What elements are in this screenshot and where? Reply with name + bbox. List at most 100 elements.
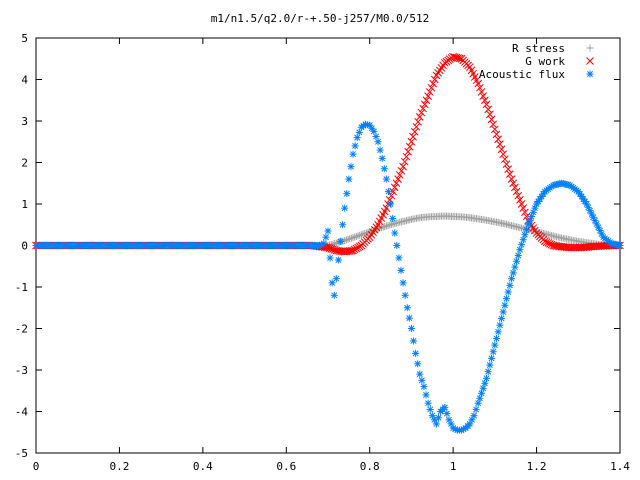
x-tick-label: 0.6 — [276, 460, 296, 473]
y-tick-label: 5 — [21, 32, 28, 45]
data-point — [479, 92, 488, 100]
data-point — [511, 263, 519, 271]
data-point — [384, 188, 392, 196]
data-point — [488, 354, 496, 362]
data-point — [322, 233, 330, 241]
axis-ticks: 0 0.2 0.4 0.6 0.8 1 1.2 1.4 5 4 3 2 1 0 -1 -2 -3 -4 -5 — [15, 32, 631, 473]
data-point — [387, 191, 396, 200]
data-point — [392, 179, 401, 188]
x-tick-label: 0 — [33, 460, 40, 473]
data-point — [399, 162, 407, 171]
data-point — [347, 234, 355, 242]
data-point — [378, 154, 386, 162]
data-point — [518, 241, 526, 249]
data-point — [395, 254, 403, 262]
data-point — [509, 179, 518, 188]
data-point — [349, 234, 357, 242]
y-tick-label: 3 — [21, 115, 28, 128]
data-point — [472, 405, 480, 413]
data-point — [389, 215, 397, 223]
data-point — [441, 403, 449, 411]
data-point — [425, 88, 434, 96]
data-point — [395, 171, 404, 179]
data-point — [480, 96, 489, 105]
data-point — [516, 246, 524, 254]
series-acoustic-flux — [32, 120, 624, 434]
x-tick-label: 1.2 — [527, 460, 547, 473]
data-point — [422, 96, 431, 105]
data-point — [320, 239, 328, 247]
data-point — [418, 376, 426, 384]
data-point — [344, 235, 352, 243]
x-tick-label: 0.8 — [360, 460, 380, 473]
data-point — [376, 146, 384, 154]
data-point — [511, 183, 519, 192]
data-point — [422, 391, 430, 399]
data-point — [347, 163, 355, 171]
data-point — [332, 275, 340, 283]
data-point — [517, 200, 526, 208]
y-tick-label: 1 — [21, 198, 28, 211]
data-point — [521, 208, 529, 217]
data-point — [407, 325, 415, 332]
data-point — [443, 410, 451, 418]
data-point — [404, 147, 412, 156]
data-point — [343, 190, 351, 198]
data-point — [424, 92, 432, 100]
data-point — [504, 165, 513, 173]
data-point — [337, 237, 345, 245]
data-point — [478, 389, 486, 397]
data-point — [405, 142, 414, 151]
data-point — [483, 374, 491, 382]
data-point — [489, 120, 498, 129]
data-point — [426, 405, 434, 413]
data-point — [417, 108, 426, 117]
data-point — [501, 155, 509, 164]
data-point — [482, 100, 491, 109]
data-point — [508, 275, 516, 283]
data-point — [491, 125, 499, 134]
chart-title: m1/n1.5/q2.0/r-+.50-j257/M0.0/512 — [211, 12, 430, 25]
data-point — [419, 104, 427, 113]
data-point — [514, 251, 522, 259]
data-point — [497, 145, 506, 154]
data-point — [496, 140, 504, 149]
data-point — [493, 334, 501, 342]
data-point — [504, 288, 512, 296]
data-point — [519, 204, 528, 213]
data-point — [349, 150, 357, 158]
data-point — [359, 230, 367, 238]
legend-label: G work — [525, 55, 565, 68]
data-point — [528, 212, 536, 220]
data-point — [352, 232, 360, 240]
data-point — [414, 360, 422, 368]
data-point — [521, 231, 529, 239]
x-tick-label: 1 — [450, 460, 457, 473]
data-point — [499, 308, 507, 316]
data-point — [326, 254, 334, 262]
legend-marker — [586, 44, 594, 52]
data-point — [342, 236, 350, 244]
y-tick-label: 2 — [21, 157, 28, 170]
data-point — [414, 117, 422, 126]
data-point — [514, 191, 523, 200]
data-point — [487, 115, 496, 124]
data-point — [345, 175, 353, 183]
data-point — [345, 247, 354, 255]
legend-label: Acoustic flux — [479, 68, 565, 81]
data-point — [506, 170, 514, 178]
data-point — [486, 361, 494, 369]
data-point — [394, 175, 402, 183]
data-point — [410, 127, 419, 136]
data-point — [334, 256, 342, 264]
data-point — [492, 130, 501, 139]
legend-marker — [586, 57, 594, 65]
data-point — [513, 257, 521, 265]
y-tick-label: -5 — [15, 447, 28, 460]
data-point — [506, 281, 514, 289]
y-tick-label: -3 — [15, 364, 28, 377]
data-point — [403, 304, 411, 312]
data-point — [523, 226, 531, 234]
data-point — [407, 137, 416, 146]
data-point — [370, 127, 378, 135]
